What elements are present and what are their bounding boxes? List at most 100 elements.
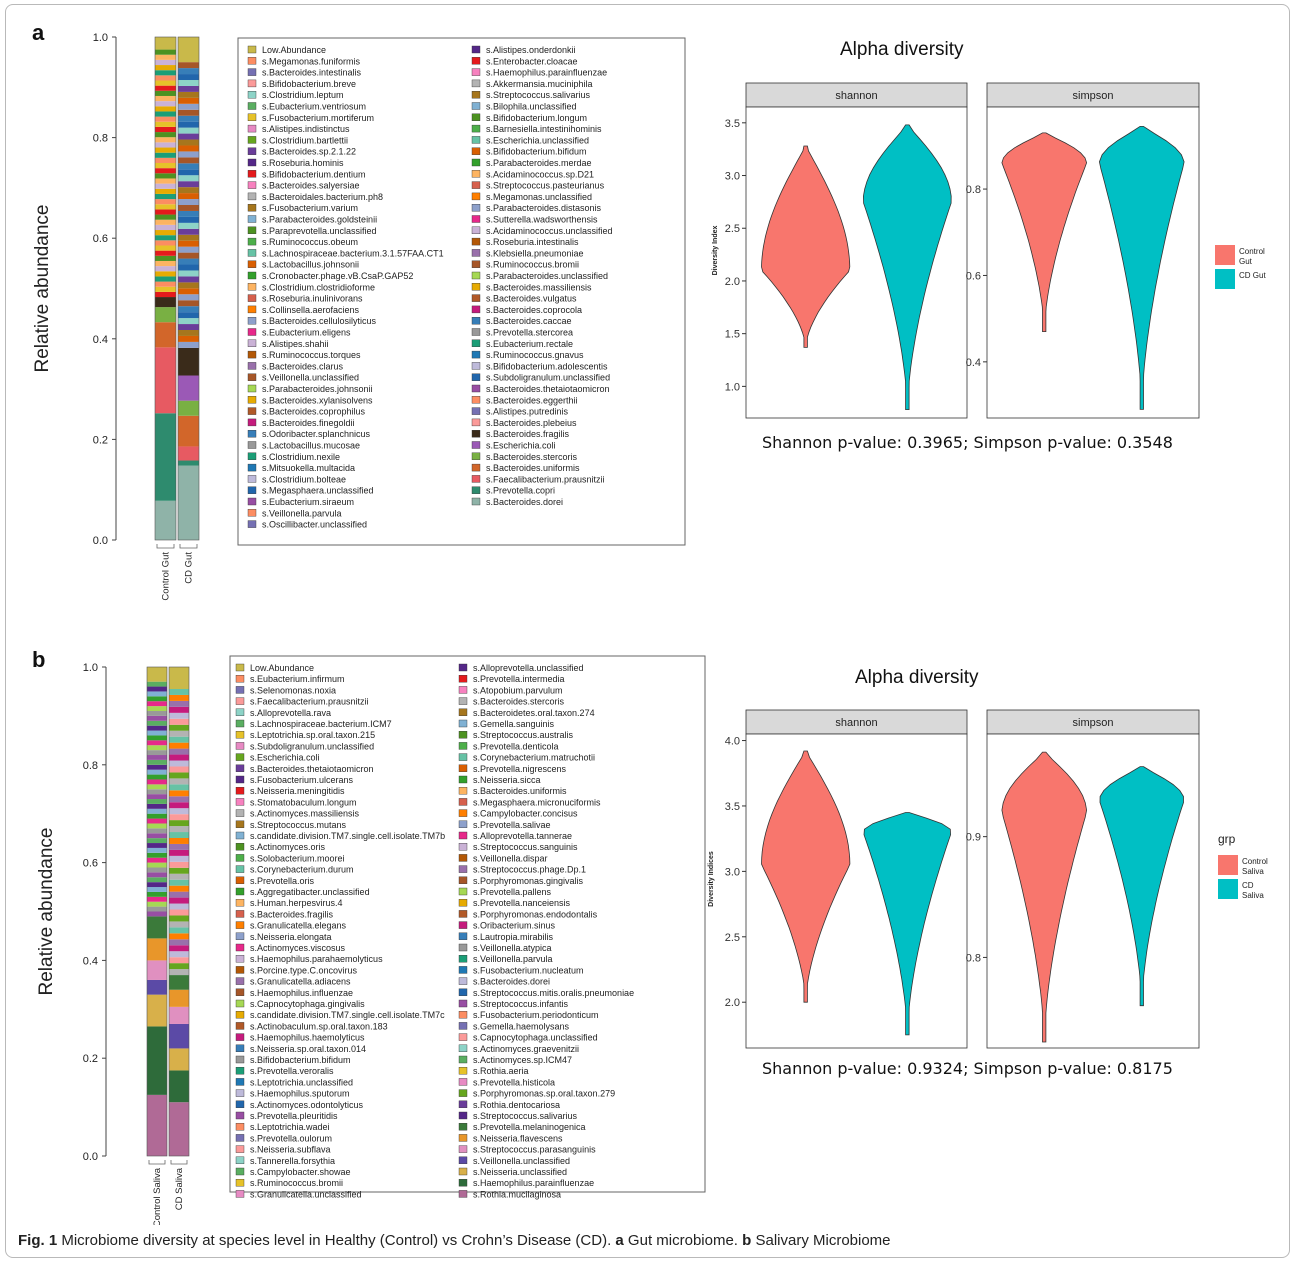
bar-segment	[169, 760, 189, 767]
y-axis-label: Relative abundance	[36, 828, 57, 996]
legend-label: s.Prevotella.stercorea	[486, 328, 573, 338]
legend-label: s.candidate.division.TM7.single.cell.iso…	[250, 1010, 445, 1020]
legend-label: s.Parabacteroides.unclassified	[486, 271, 608, 281]
legend-label: s.Streptococcus.mutans	[250, 820, 347, 830]
bar-segment	[178, 163, 199, 170]
bar-segment	[178, 282, 199, 289]
legend-swatch	[458, 1134, 468, 1142]
legend-label: s.Ruminococcus.bromii	[486, 260, 579, 270]
legend-label: s.Faecalibacterium.prausnitzii	[250, 697, 369, 707]
legend-label: s.Bacteroides.coprophilus	[262, 407, 366, 417]
bar-segment	[155, 255, 176, 261]
bar-segment	[169, 814, 189, 821]
legend-swatch	[247, 475, 257, 483]
legend-label: s.Ruminococcus.obeum	[262, 237, 358, 247]
bar-segment	[155, 59, 176, 66]
violin-title: Alpha diversity	[855, 667, 979, 688]
legend-label: s.Stomatobaculum.longum	[250, 797, 357, 807]
legend-swatch	[458, 910, 468, 918]
violin-legend-swatch	[1218, 879, 1238, 899]
bar-segment	[178, 157, 199, 164]
bar-segment	[178, 85, 199, 92]
legend-swatch	[458, 1178, 468, 1187]
facet-y-tick-label: 0.4	[966, 357, 981, 369]
legend-label: s.Actinobaculum.sp.oral.taxon.183	[250, 1021, 388, 1031]
legend-swatch	[458, 753, 468, 761]
violin-shape	[862, 124, 952, 411]
legend-label: s.Campylobacter.concisus	[473, 809, 578, 819]
legend-label: s.Roseburia.hominis	[262, 158, 344, 168]
legend-label: s.Subdoligranulum.unclassified	[250, 741, 374, 751]
legend-swatch	[471, 486, 481, 494]
category-label: Control Saliva	[152, 1167, 163, 1225]
y-axis-label: Relative abundance	[32, 205, 53, 373]
bar-segment	[155, 276, 176, 282]
legend-label: s.Bacteroides.dorei	[473, 977, 550, 987]
legend-swatch	[235, 742, 245, 750]
legend-swatch	[471, 305, 481, 314]
facet-strip	[986, 709, 1200, 735]
facet-y-tick-label: 1.0	[725, 381, 740, 393]
legend-swatch	[235, 719, 245, 728]
bar-segment	[169, 1102, 189, 1156]
violin-legend-title: grp	[1218, 832, 1236, 846]
bar-segment	[169, 820, 189, 827]
bar-segment	[155, 322, 176, 348]
legend-label: s.Bifidobacterium.adolescentis	[486, 361, 608, 371]
facet-label: shannon	[835, 90, 877, 102]
legend-label: s.Prevotella.salivae	[473, 820, 551, 830]
violin-legend-swatch	[1215, 245, 1235, 265]
bar-segment	[155, 199, 176, 205]
bar-segment	[147, 706, 167, 712]
bar-segment	[178, 318, 199, 325]
caption-text-1: Microbiome diversity at species level in…	[57, 1232, 616, 1249]
legend-swatch	[247, 45, 257, 54]
bar-segment	[147, 701, 167, 707]
bar-segment	[147, 715, 167, 721]
bar-segment	[178, 151, 199, 158]
figure-frame	[5, 4, 1290, 1258]
legend-label: s.Bilophila.unclassified	[486, 102, 577, 112]
legend-swatch	[458, 686, 468, 694]
bar-segment	[169, 897, 189, 904]
legend-label: s.Clostridium.bolteae	[262, 474, 346, 484]
legend-label: s.Capnocytophaga.unclassified	[473, 1033, 598, 1043]
bar-segment	[147, 750, 167, 756]
legend-label: s.Eubacterium.eligens	[262, 328, 351, 338]
bar-segment	[147, 960, 167, 980]
legend-label: s.Leptotrichia.sp.oral.taxon.215	[250, 730, 375, 740]
violin-legend-swatch	[1218, 855, 1238, 875]
legend-swatch	[458, 831, 468, 840]
bar-segment	[155, 214, 176, 220]
legend-swatch	[235, 1178, 245, 1187]
legend-swatch	[235, 753, 245, 761]
bar-segment	[155, 204, 176, 210]
bar-segment	[178, 228, 199, 235]
legend-label: s.Veillonella.parvula	[262, 508, 342, 518]
bar-segment	[169, 1070, 189, 1103]
bar-outline	[146, 666, 168, 1157]
violin-legend-label: CD Gut	[1239, 271, 1266, 280]
violin-shape	[863, 812, 952, 1036]
legend-label: s.Leptotrichia.unclassified	[250, 1077, 353, 1087]
legend-label: s.Prevotella.intermedia	[473, 674, 565, 684]
bar-segment	[147, 774, 167, 780]
legend-label: s.Lautropia.mirabilis	[473, 932, 554, 942]
legend-swatch	[247, 317, 257, 325]
bar-segment	[147, 681, 167, 687]
legend-label: s.Actinomyces.graevenitzii	[473, 1044, 579, 1054]
bar-segment	[169, 808, 189, 815]
y-tick-label: 0.0	[83, 1151, 98, 1163]
legend-swatch	[458, 887, 468, 896]
legend-label: s.Bacteroides.intestinalis	[262, 68, 362, 78]
bar-segment	[155, 178, 176, 184]
legend-label: s.Veillonella.parvula	[473, 954, 553, 964]
legend-label: s.Lachnospiraceae.bacterium.ICM7	[250, 719, 392, 729]
legend-label: s.Prevotella.copri	[486, 486, 555, 496]
legend-label: s.Bifidobacterium.dentium	[262, 169, 366, 179]
legend-swatch	[458, 843, 468, 851]
legend-label: s.Bacteroides.finegoldii	[262, 418, 355, 428]
legend-swatch	[235, 1033, 245, 1041]
legend-swatch	[235, 686, 245, 694]
bar-segment	[155, 142, 176, 148]
